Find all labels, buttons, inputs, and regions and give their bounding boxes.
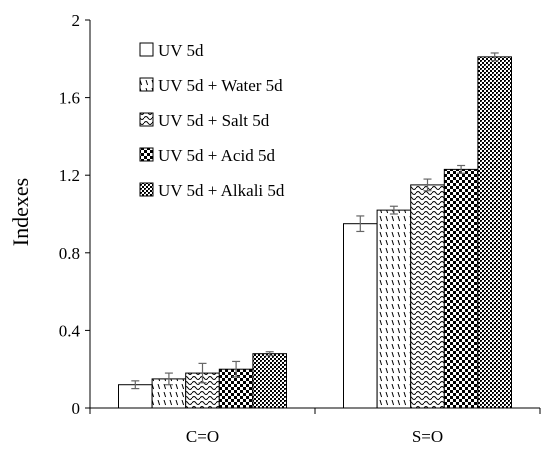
axes — [89, 20, 541, 414]
legend-item: UV 5d + Alkali 5d — [139, 181, 285, 200]
error-bar — [457, 164, 466, 174]
legend-swatch — [139, 77, 154, 92]
legend-label: UV 5d + Alkali 5d — [158, 181, 285, 200]
legend-item: UV 5d + Salt 5d — [139, 111, 270, 130]
error-bar — [423, 178, 432, 192]
legend-swatch — [139, 147, 154, 162]
y-tick-label: 0 — [72, 399, 81, 418]
bar-wavy-1 — [410, 184, 445, 409]
error-bars — [131, 52, 499, 390]
x-category-label: S=O — [412, 427, 443, 446]
legend-item: UV 5d + Acid 5d — [139, 146, 275, 165]
y-tick-label: 0.4 — [59, 321, 81, 340]
legend-label: UV 5d + Salt 5d — [158, 111, 270, 130]
y-tick-label: 2 — [72, 11, 81, 30]
legend-swatch — [139, 182, 154, 197]
legend-swatch — [139, 112, 154, 127]
bar-checkered-1 — [443, 168, 479, 409]
bar-dense-dots-0 — [252, 353, 287, 409]
y-axis-label: Indexes — [8, 178, 33, 246]
error-bar — [232, 360, 241, 378]
error-bar — [164, 372, 173, 386]
legend: UV 5d UV 5d + Water 5d UV 5d + Salt 5d UV 5… — [139, 41, 285, 200]
error-bar — [198, 362, 207, 384]
y-tick-label: 0.8 — [59, 244, 80, 263]
y-tick-label: 1.6 — [59, 89, 80, 108]
legend-item: UV 5d — [139, 41, 204, 60]
y-tick-label: 1.2 — [59, 166, 80, 185]
legend-label: UV 5d — [158, 41, 204, 60]
bar-dense-dots-1 — [477, 56, 512, 409]
legend-label: UV 5d + Water 5d — [158, 76, 283, 95]
error-bar — [389, 205, 398, 215]
x-category-label: C=O — [186, 427, 219, 446]
bar-dashed-vertical-1 — [376, 209, 412, 409]
legend-label: UV 5d + Acid 5d — [158, 146, 275, 165]
bar-blank-1 — [343, 223, 378, 409]
x-axis-labels: C=O S=O — [186, 427, 443, 446]
bars — [118, 56, 512, 409]
error-bar — [490, 52, 499, 62]
error-bar — [131, 380, 140, 390]
legend-swatch — [139, 42, 154, 57]
y-axis-ticks: 0 0.4 0.8 1.2 1.6 2 — [59, 11, 90, 418]
error-bar — [265, 351, 274, 357]
error-bar — [356, 215, 365, 233]
legend-item: UV 5d + Water 5d — [139, 76, 283, 95]
